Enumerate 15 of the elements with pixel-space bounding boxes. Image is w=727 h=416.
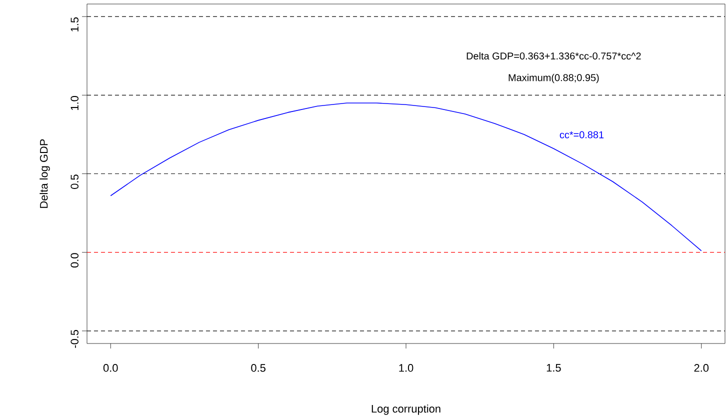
y-tick-label: -0.5 — [70, 330, 78, 348]
x-tick-label: 2.0 — [694, 364, 709, 372]
y-axis-title: Delta log GDP — [40, 139, 50, 208]
y-tick-label: 0.5 — [70, 174, 78, 189]
annotation: cc*=0.881 — [560, 131, 604, 138]
x-tick-label: 1.0 — [399, 364, 414, 372]
y-tick-label: 1.5 — [70, 17, 78, 32]
x-axis-title: Log corruption — [372, 404, 440, 415]
x-tick-label: 0.0 — [103, 364, 118, 372]
annotation: Delta GDP=0.363+1.336*cc-0.757*cc^2 — [466, 52, 641, 60]
y-tick-label: 0.0 — [70, 253, 78, 268]
annotation: Maximum(0.88;0.95) — [508, 74, 599, 84]
x-tick-label: 1.5 — [546, 364, 561, 372]
y-tick-label: 1.0 — [70, 96, 78, 110]
x-tick-label: 0.5 — [251, 364, 266, 372]
